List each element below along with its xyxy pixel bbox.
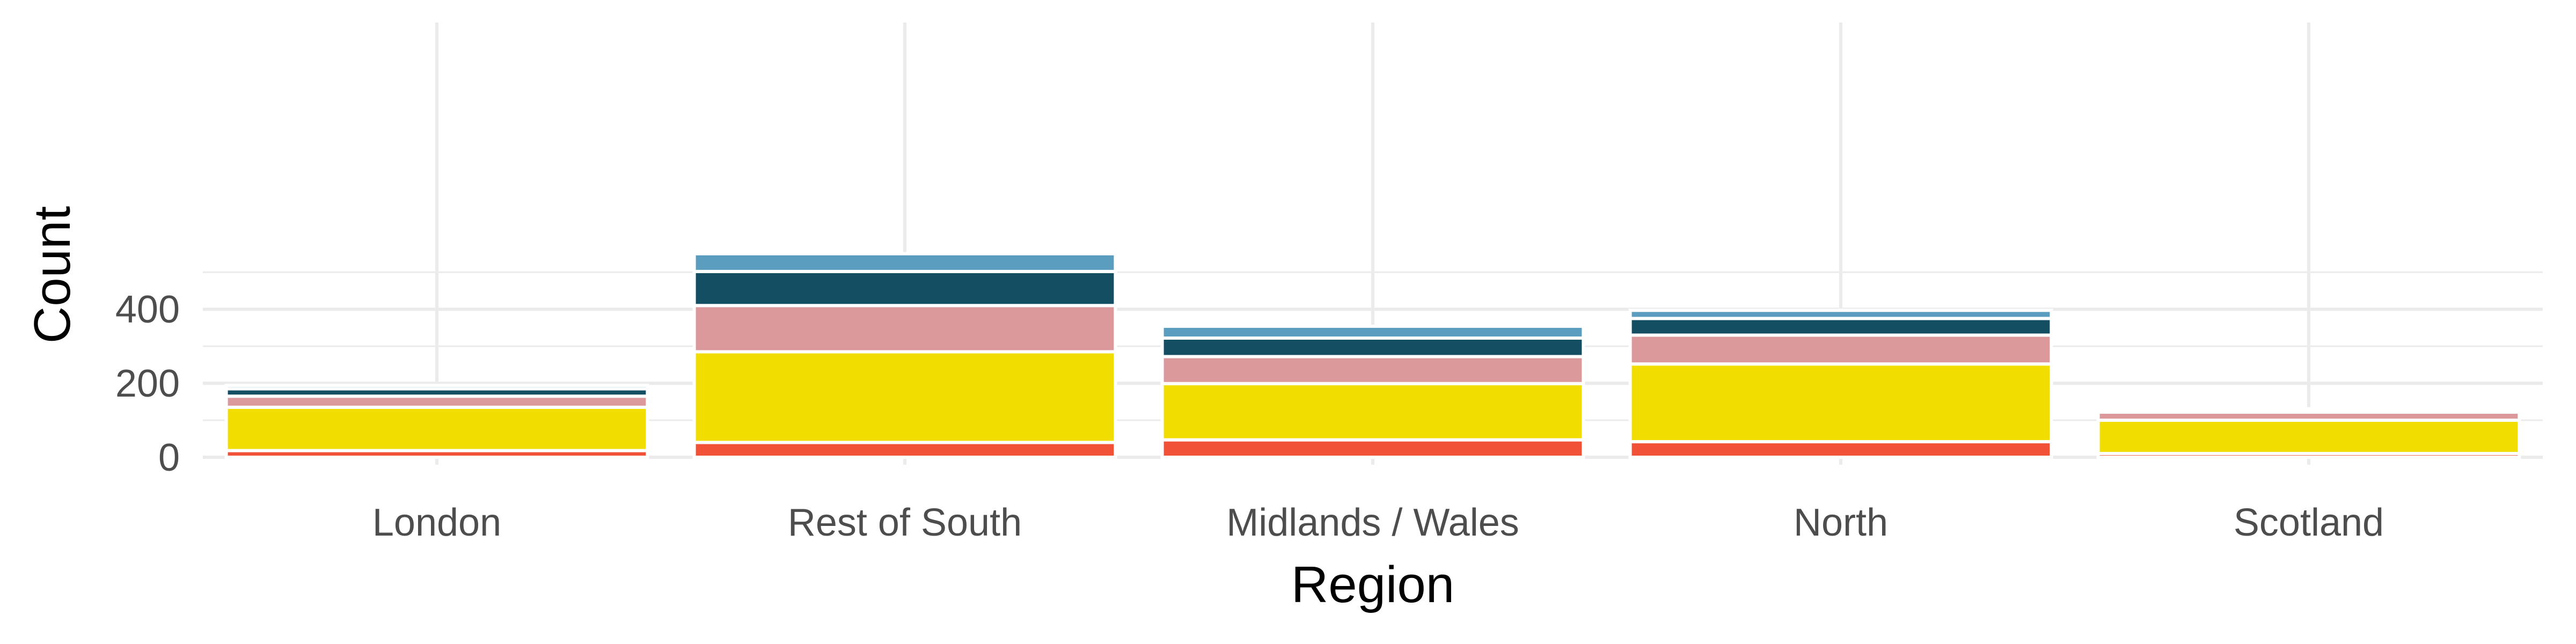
bar-segment [224, 405, 649, 452]
bars [224, 252, 2521, 459]
x-tick-label: Rest of South [788, 501, 1022, 544]
bar-segment [224, 384, 649, 391]
bar-segment [692, 252, 1117, 273]
bar-segment [692, 441, 1117, 459]
bar-segment [1160, 336, 1585, 358]
bar-segment [1628, 309, 2053, 320]
y-tick-label: 200 [115, 362, 180, 405]
bar-segment [224, 394, 649, 409]
bar-segment [1160, 382, 1585, 442]
bar-segment [2096, 407, 2521, 412]
y-tick-label: 0 [158, 436, 180, 479]
x-tick-label: Midlands / Wales [1226, 501, 1519, 544]
y-axis-title: Count [24, 206, 81, 343]
x-tick-labels: London Rest of South Midlands / Wales North… [372, 501, 2384, 544]
bar-segment [692, 350, 1117, 444]
bar-segment [692, 304, 1117, 354]
x-tick-label: North [1794, 501, 1888, 544]
bar-segment [692, 269, 1117, 308]
y-tick-labels: 0 200 400 [115, 288, 180, 479]
bar-segment [2096, 419, 2521, 456]
bar-segment [1160, 355, 1585, 385]
x-tick-label: Scotland [2234, 501, 2384, 544]
bar-segment [1628, 440, 2053, 459]
bar-segment [1628, 317, 2053, 337]
x-axis-title: Region [1291, 556, 1454, 613]
y-tick-label: 400 [115, 288, 180, 331]
bar-segment [1628, 333, 2053, 366]
bar-segment [1628, 362, 2053, 444]
x-tick-label: London [372, 501, 501, 544]
bar-segment [1160, 438, 1585, 459]
bar-segment [1160, 324, 1585, 340]
